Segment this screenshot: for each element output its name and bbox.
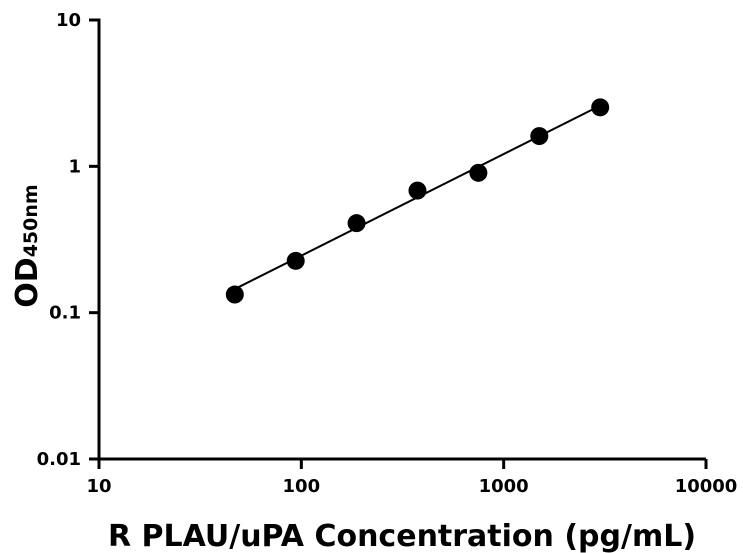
y-tick-label: 10 xyxy=(56,10,81,31)
x-axis-title: R PLAU/uPA Concentration (pg/mL) xyxy=(108,519,696,553)
data-point xyxy=(347,214,366,233)
x-tick-label: 100 xyxy=(283,476,321,497)
y-axis-title: OD450nm xyxy=(10,184,45,307)
y-tick-label: 0.01 xyxy=(37,449,81,470)
data-point xyxy=(408,181,427,200)
y-axis-title-main: OD xyxy=(10,257,45,307)
y-tick-label: 1 xyxy=(68,156,81,177)
axes xyxy=(97,18,706,462)
ticks: 10 100 1000 10000 0.01 0.1 1 10 xyxy=(37,10,738,497)
data-point xyxy=(225,285,244,304)
data-points xyxy=(225,98,610,304)
data-point xyxy=(286,251,305,270)
data-point xyxy=(530,127,549,146)
x-tick-label: 10 xyxy=(86,476,111,497)
data-point xyxy=(469,163,488,182)
x-tick-label: 10000 xyxy=(675,476,738,497)
data-point xyxy=(591,98,610,117)
y-axis-title-sub: 450nm xyxy=(20,184,42,257)
y-tick-label: 0.1 xyxy=(49,303,81,324)
x-tick-label: 1000 xyxy=(479,476,529,497)
